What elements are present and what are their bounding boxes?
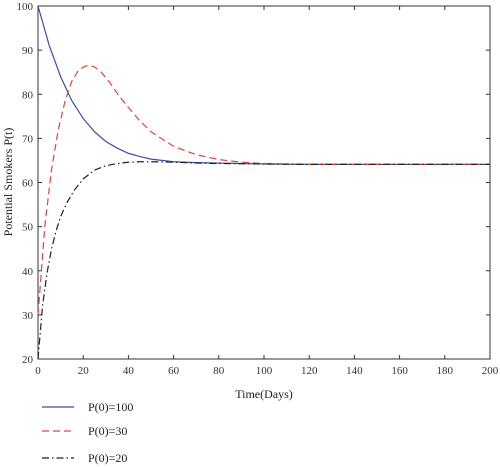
x-tick-label: 80 [213, 365, 225, 377]
y-tick-label: 100 [17, 1, 34, 13]
y-tick-label: 90 [22, 45, 34, 57]
x-tick-label: 180 [437, 365, 454, 377]
legend: P(0)=100 P(0)=30 P(0)=20 [42, 400, 133, 465]
y-tick-label: 20 [22, 354, 34, 366]
y-tick-label: 50 [22, 222, 34, 234]
y-tick-label: 80 [22, 89, 34, 101]
y-tick-label: 60 [22, 178, 34, 190]
x-tick-label: 120 [301, 365, 318, 377]
x-tick-label: 140 [346, 365, 363, 377]
y-axis-label: Potential Smokers P(t) [1, 128, 15, 237]
series-line-0 [37, 5, 490, 166]
x-tick-label: 200 [482, 365, 499, 377]
legend-label-1: P(0)=30 [88, 424, 127, 438]
x-tick-label: 60 [168, 365, 180, 377]
legend-label-0: P(0)=100 [88, 400, 133, 414]
plot-frame [37, 5, 491, 360]
y-tick-label: 40 [22, 266, 34, 278]
legend-label-2: P(0)=20 [88, 451, 127, 465]
y-tick-label: 30 [22, 310, 34, 322]
x-tick-label: 40 [123, 365, 135, 377]
x-tick-label: 160 [391, 365, 408, 377]
series-line-1 [37, 64, 490, 315]
x-axis-label: Time(Days) [235, 387, 293, 401]
series-line-2 [37, 161, 490, 360]
x-tick-label: 100 [256, 365, 273, 377]
plot-area: 0 20 40 60 80 100 120 140 160 180 2002030405060708… [17, 1, 499, 377]
x-tick-label: 0 [35, 365, 41, 377]
y-tick-label: 70 [22, 133, 34, 145]
x-tick-label: 20 [78, 365, 90, 377]
